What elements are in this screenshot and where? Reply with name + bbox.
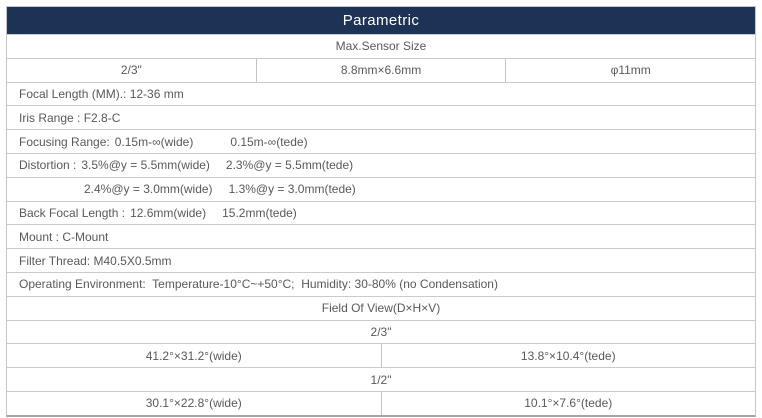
fov-sensor-row-1: 2/3" [7, 319, 755, 344]
spec-row-back-focal: Back Focal Length : 12.6mm(wide) 15.2mm(… [7, 200, 755, 225]
focal-length-text: Focal Length (MM).: 12-36 mm [19, 86, 184, 101]
focusing-range-label: Focusing Range: [19, 134, 110, 149]
fov-tele-cell-1: 13.8°×10.4°(tede) [380, 344, 756, 368]
iris-range-text: Iris Range : F2.8-C [19, 110, 121, 125]
fov-header-row: Field Of View(D×H×V) [7, 295, 755, 320]
back-focal-wide: 12.6mm(wide) [130, 205, 207, 220]
fov-header: Field Of View(D×H×V) [321, 301, 441, 316]
fov-values-row-2: 30.1°×22.8°(wide) 10.1°×7.6°(tede) [7, 390, 756, 415]
distortion-wide-55: 3.5%@y = 5.5mm(wide) [81, 158, 210, 173]
spec-row-iris-range: Iris Range : F2.8-C [7, 105, 755, 129]
distortion-tele-55: 2.3%@y = 5.5mm(tede) [225, 158, 354, 173]
spec-row-distortion-2: 2.4%@y = 3.0mm(wide) 1.3%@y = 3.0mm(tede… [7, 176, 755, 201]
fov-wide-cell-1: 41.2°×31.2°(wide) [145, 348, 242, 363]
fov-sensor-label-2: 1/2" [370, 372, 392, 387]
spec-row-focusing-range: Focusing Range: 0.15m-∞(wide) 0.15m-∞(te… [7, 129, 755, 153]
sensor-dimensions-cell: 8.8mm×6.6mm [255, 58, 506, 82]
back-focal-label: Back Focal Length : [19, 205, 126, 220]
back-focal-tele: 15.2mm(tede) [222, 205, 297, 220]
spec-row-operating-environment: Operating Environment: Temperature-10°C~… [7, 271, 755, 296]
sensor-size-header: Max.Sensor Size [335, 39, 427, 54]
fov-tele-cell-2: 10.1°×7.6°(tede) [380, 391, 756, 415]
sensor-size-header-row: Max.Sensor Size [7, 34, 755, 58]
spec-row-distortion-1: Distortion : 3.5%@y = 5.5mm(wide) 2.3%@y… [7, 152, 755, 177]
sensor-size-values-row: 2/3" 8.8mm×6.6mm φ11mm [7, 57, 755, 82]
focusing-range-wide: 0.15m-∞(wide) [114, 134, 194, 149]
parametric-spec-table: Parametric Max.Sensor Size 2/3" 8.8mm×6.… [6, 6, 756, 417]
distortion-wide-30: 2.4%@y = 3.0mm(wide) [84, 182, 213, 197]
distortion-label: Distortion : [19, 158, 77, 173]
fov-values-row-1: 41.2°×31.2°(wide) 13.8°×10.4°(tede) [7, 343, 756, 368]
operating-environment-text: Operating Environment: Temperature-10°C~… [19, 277, 498, 292]
sensor-size-cell: 2/3" [120, 63, 142, 78]
spec-row-focal-length: Focal Length (MM).: 12-36 mm [7, 81, 755, 106]
fov-wide-cell-2: 30.1°×22.8°(wide) [145, 396, 242, 411]
spec-row-mount: Mount : C-Mount [7, 224, 755, 248]
fov-sensor-label-1: 2/3" [370, 324, 392, 339]
spec-row-filter-thread: Filter Thread: M40.5X0.5mm [7, 248, 755, 272]
mount-text: Mount : C-Mount [19, 229, 109, 244]
filter-thread-text: Filter Thread: M40.5X0.5mm [19, 253, 172, 268]
table-title: Parametric [7, 7, 755, 34]
sensor-diameter-cell: φ11mm [505, 58, 755, 82]
focusing-range-tele: 0.15m-∞(tede) [230, 134, 308, 149]
distortion-tele-30: 1.3%@y = 3.0mm(tede) [228, 182, 356, 197]
fov-sensor-row-2: 1/2" [7, 367, 755, 391]
